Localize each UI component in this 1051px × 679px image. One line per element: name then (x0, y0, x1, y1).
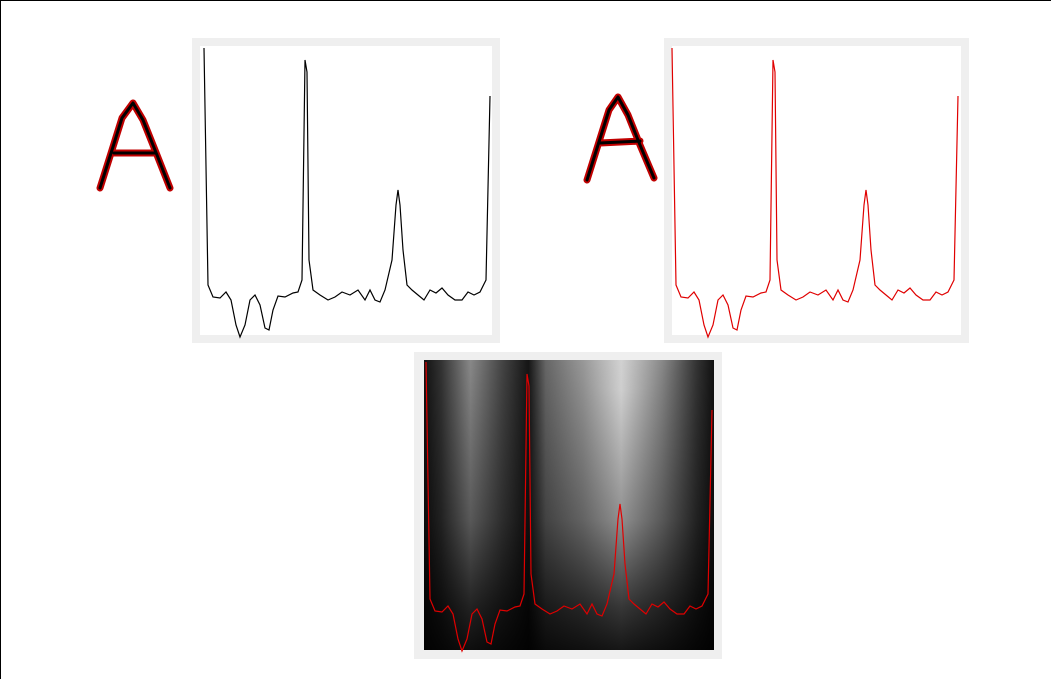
panel-plot (672, 46, 961, 335)
stroke-outline (587, 97, 654, 180)
letter-a-right (587, 97, 654, 180)
panel-plot (200, 46, 492, 335)
canvas (0, 0, 1051, 679)
stroke-outline (100, 103, 170, 188)
heatmap-fade (424, 360, 714, 650)
app-window (0, 0, 1051, 679)
letter-a-left (100, 103, 170, 188)
